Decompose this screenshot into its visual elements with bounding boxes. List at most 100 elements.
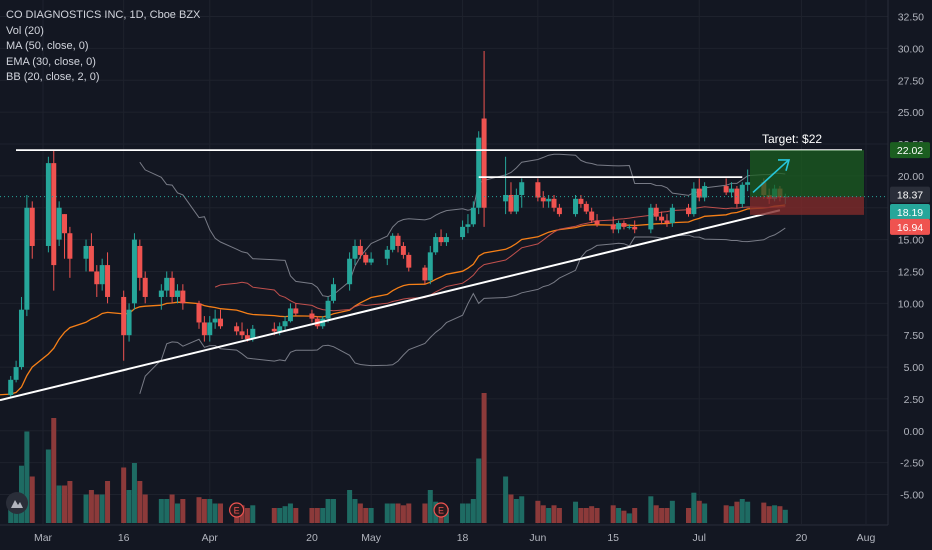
candle-body: [29, 207, 35, 246]
ascending-trendline: [0, 209, 781, 402]
volume-bar: [158, 499, 164, 523]
candle-body: [508, 194, 514, 212]
stop-zone: [750, 196, 864, 215]
candle-body: [616, 223, 622, 230]
candle-body: [653, 207, 659, 217]
candle-body: [390, 235, 396, 250]
volume-bar: [685, 508, 691, 523]
candle-body: [234, 326, 240, 332]
volume-bar: [29, 476, 35, 523]
volume-bar: [207, 499, 213, 523]
volume-bar: [347, 490, 353, 523]
earnings-marker-icon: [229, 502, 245, 518]
legend-ma[interactable]: MA (50, close, 0): [6, 40, 89, 52]
tradingview-logo-icon[interactable]: [6, 492, 28, 514]
candle-body: [422, 267, 428, 281]
volume-bar: [610, 505, 616, 523]
candle-body: [24, 207, 30, 310]
candle-body: [729, 188, 735, 193]
volume-bar: [648, 496, 654, 523]
y-tick-label: 12.50: [898, 266, 924, 278]
candle-body: [325, 300, 331, 319]
candle-body: [702, 186, 708, 198]
candle-body: [347, 258, 353, 285]
candle-body: [239, 331, 245, 336]
x-tick-label: 20: [306, 532, 318, 544]
candle-body: [513, 194, 519, 212]
candle-body: [503, 194, 509, 202]
candle-body: [67, 233, 73, 259]
candle-body: [352, 245, 358, 259]
volume-bar: [626, 513, 632, 523]
volume-bar: [99, 494, 105, 523]
volume-bar: [573, 501, 579, 523]
legend-bb[interactable]: BB (20, close, 2, 0): [6, 71, 100, 83]
candle-body: [164, 277, 170, 291]
volume-bar: [476, 458, 482, 523]
volume-bar: [244, 508, 250, 523]
y-tick-label: 27.50: [898, 75, 924, 87]
candle-body: [540, 197, 546, 202]
x-tick-label: Jul: [693, 532, 706, 544]
price-tag-label: 18.37: [897, 190, 923, 202]
volume-bar: [325, 499, 331, 523]
volume-bar: [400, 505, 406, 523]
candle-body: [546, 198, 552, 202]
volume-bar: [621, 510, 627, 523]
volume-bar: [772, 505, 778, 523]
legend-vol[interactable]: Vol (20): [6, 24, 44, 37]
volume-bar: [546, 508, 552, 523]
candle-body: [685, 207, 691, 215]
volume-bar: [664, 508, 670, 523]
candle-body: [691, 188, 697, 215]
legend: CO DIAGNOSTICS INC, 1D, Cboe BZX Vol (20…: [6, 8, 200, 86]
candle-body: [218, 318, 224, 327]
candle-body: [62, 214, 68, 234]
symbol-title[interactable]: CO DIAGNOSTICS INC, 1D, Cboe BZX: [6, 9, 201, 21]
candle-body: [395, 235, 401, 246]
legend-ema[interactable]: EMA (30, close, 0): [6, 55, 96, 68]
candle-body: [277, 326, 283, 332]
volume-bar: [83, 494, 89, 523]
candle-body: [174, 290, 180, 297]
price-tag: [890, 186, 930, 203]
volume-bar: [384, 503, 390, 523]
volume-bar: [653, 505, 659, 523]
volume-bar: [105, 481, 111, 523]
volume-bar: [56, 485, 62, 523]
candle-body: [142, 277, 148, 297]
y-tick-label: -5.00: [900, 490, 924, 502]
volume-bar: [45, 449, 51, 523]
volume-bar: [121, 467, 127, 523]
volume-bar: [67, 481, 73, 523]
volume-bar: [137, 481, 143, 523]
candle-body: [244, 335, 250, 340]
volume-bar: [745, 501, 751, 523]
candle-body: [438, 237, 444, 243]
price-tag-label: 16.94: [897, 222, 923, 234]
candle-body: [13, 367, 19, 380]
volume-bar: [691, 492, 697, 523]
volume-bar: [180, 499, 186, 523]
candle-body: [357, 245, 363, 255]
volume-bar: [556, 508, 562, 523]
candle-body: [45, 163, 51, 246]
candle-body: [519, 182, 525, 195]
candle-body: [250, 328, 256, 340]
volume-bar: [589, 506, 595, 523]
candle-body: [739, 184, 745, 204]
volume-bar: [460, 503, 466, 523]
time-axis[interactable]: Mar 16 Apr 20 May 18 Jun 15 Jul 20 Aug: [34, 532, 876, 544]
y-tick-label: 5.00: [904, 362, 925, 374]
volume-bar: [24, 431, 30, 523]
candle-body: [105, 265, 111, 297]
volume-bar: [363, 508, 369, 523]
volume-bar: [551, 505, 557, 523]
candle-body: [696, 188, 702, 198]
volume-bar: [51, 418, 57, 523]
candle-body: [648, 207, 654, 230]
volume-bar: [314, 508, 320, 523]
y-tick-label: 30.00: [898, 43, 924, 55]
